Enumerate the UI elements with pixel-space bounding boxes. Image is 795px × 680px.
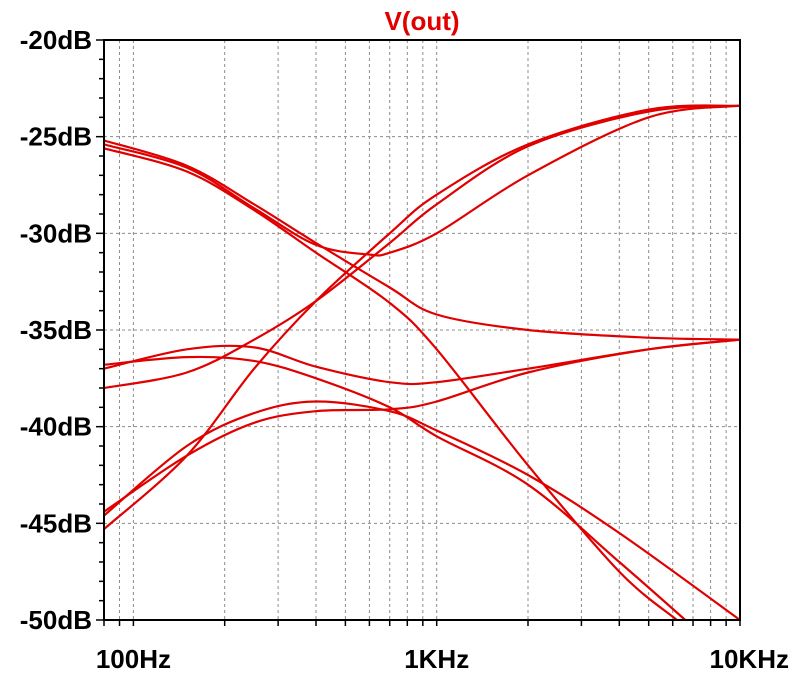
y-tick-label: -20dB <box>20 25 92 55</box>
y-tick-label: -30dB <box>20 218 92 248</box>
x-tick-label: 100Hz <box>96 644 171 674</box>
series-line-6 <box>104 104 740 390</box>
y-tick-label: -35dB <box>20 315 92 345</box>
x-tick-label: 10KHz <box>710 644 789 674</box>
series-group <box>104 104 740 620</box>
grid <box>103 39 741 621</box>
tick-marks <box>96 39 741 626</box>
series-line-4 <box>104 338 740 386</box>
tick-labels: -20dB -25dB -30dB -35dB -40dB -45dB -50dB100Hz… <box>20 25 789 674</box>
series-line-3 <box>104 147 679 620</box>
series-line-2 <box>104 104 740 257</box>
series-line-9 <box>104 104 740 531</box>
series-line-7 <box>104 338 740 513</box>
y-tick-label: -45dB <box>20 508 92 538</box>
series-line-1 <box>104 139 740 341</box>
chart-title: V(out) <box>384 6 459 36</box>
x-tick-label: 1KHz <box>404 644 469 674</box>
y-tick-label: -50dB <box>20 605 92 635</box>
y-tick-label: -40dB <box>20 412 92 442</box>
series-line-8 <box>104 400 740 620</box>
series-line-5 <box>104 355 687 620</box>
y-tick-label: -25dB <box>20 122 92 152</box>
